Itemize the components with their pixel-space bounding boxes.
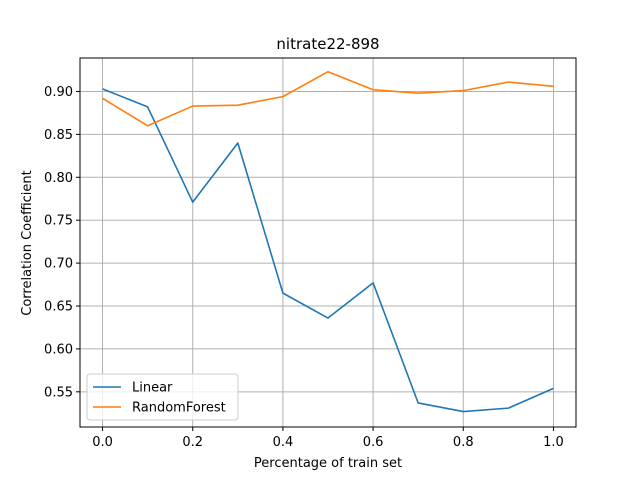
y-tick-label: 0.70 [44, 257, 73, 272]
y-tick-label: 0.75 [44, 214, 73, 229]
y-tick-label: 0.90 [44, 85, 73, 100]
x-tick-label: 0.6 [363, 435, 384, 450]
x-tick-label: 1.0 [543, 435, 564, 450]
y-tick-label: 0.85 [44, 128, 73, 143]
series-line-linear [102, 88, 554, 413]
axis-ticks: 0.0 0.2 0.4 0.6 0.8 1.0 0.55 0.60 0.65 0.70 0.75 0.… [44, 85, 564, 450]
legend: Linear RandomForest [86, 373, 239, 421]
legend-label-randomforest: RandomForest [132, 401, 226, 416]
y-tick-label: 0.55 [44, 385, 73, 400]
chart-title: nitrate22-898 [276, 35, 379, 53]
y-tick-label: 0.80 [44, 171, 73, 186]
legend-label-linear: Linear [132, 381, 173, 396]
series-lines [102, 70, 554, 413]
x-tick-label: 0.8 [453, 435, 474, 450]
grid [80, 58, 576, 427]
series-line-randomforest [102, 70, 554, 127]
x-tick-label: 0.0 [92, 435, 113, 450]
legend-box [86, 373, 239, 421]
plot-frame [79, 57, 577, 428]
x-tick-label: 0.2 [182, 435, 203, 450]
x-tick-label: 0.4 [273, 435, 294, 450]
y-axis-label: Correlation Coefficient [20, 170, 35, 316]
y-tick-label: 0.65 [44, 300, 73, 315]
y-tick-label: 0.60 [44, 342, 73, 357]
x-axis-label: Percentage of train set [254, 456, 402, 471]
